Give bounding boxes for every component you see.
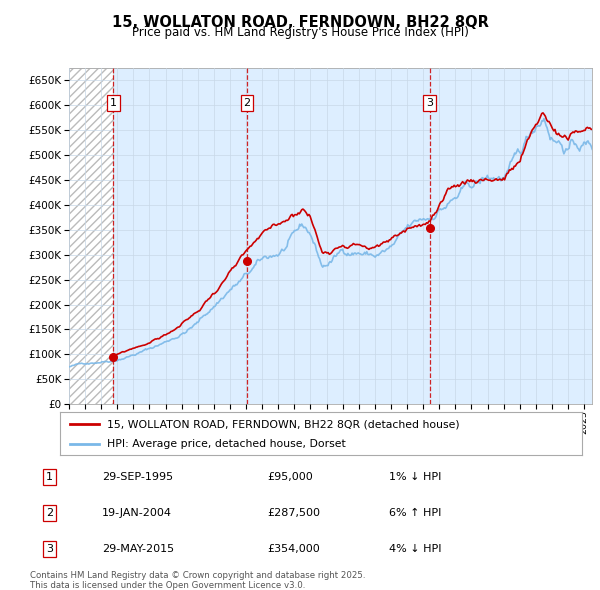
Bar [69,68,113,404]
Text: HPI: Average price, detached house, Dorset: HPI: Average price, detached house, Dors… [107,439,346,449]
Text: 15, WOLLATON ROAD, FERNDOWN, BH22 8QR: 15, WOLLATON ROAD, FERNDOWN, BH22 8QR [112,15,488,30]
Text: 4% ↓ HPI: 4% ↓ HPI [389,544,442,554]
Text: £354,000: £354,000 [268,544,320,554]
Text: 3: 3 [426,98,433,108]
Text: 29-MAY-2015: 29-MAY-2015 [102,544,174,554]
Text: Contains HM Land Registry data © Crown copyright and database right 2025.
This d: Contains HM Land Registry data © Crown c… [30,571,365,590]
Text: £287,500: £287,500 [268,508,320,518]
Text: £95,000: £95,000 [268,472,313,482]
Text: 1: 1 [110,98,117,108]
Text: 29-SEP-1995: 29-SEP-1995 [102,472,173,482]
Text: Price paid vs. HM Land Registry's House Price Index (HPI): Price paid vs. HM Land Registry's House … [131,26,469,39]
Text: 1% ↓ HPI: 1% ↓ HPI [389,472,441,482]
Text: 1: 1 [46,472,53,482]
Text: 15, WOLLATON ROAD, FERNDOWN, BH22 8QR (detached house): 15, WOLLATON ROAD, FERNDOWN, BH22 8QR (d… [107,419,460,429]
Text: 6% ↑ HPI: 6% ↑ HPI [389,508,441,518]
Text: 19-JAN-2004: 19-JAN-2004 [102,508,172,518]
Text: 2: 2 [244,98,250,108]
Text: 3: 3 [46,544,53,554]
Text: 2: 2 [46,508,53,518]
